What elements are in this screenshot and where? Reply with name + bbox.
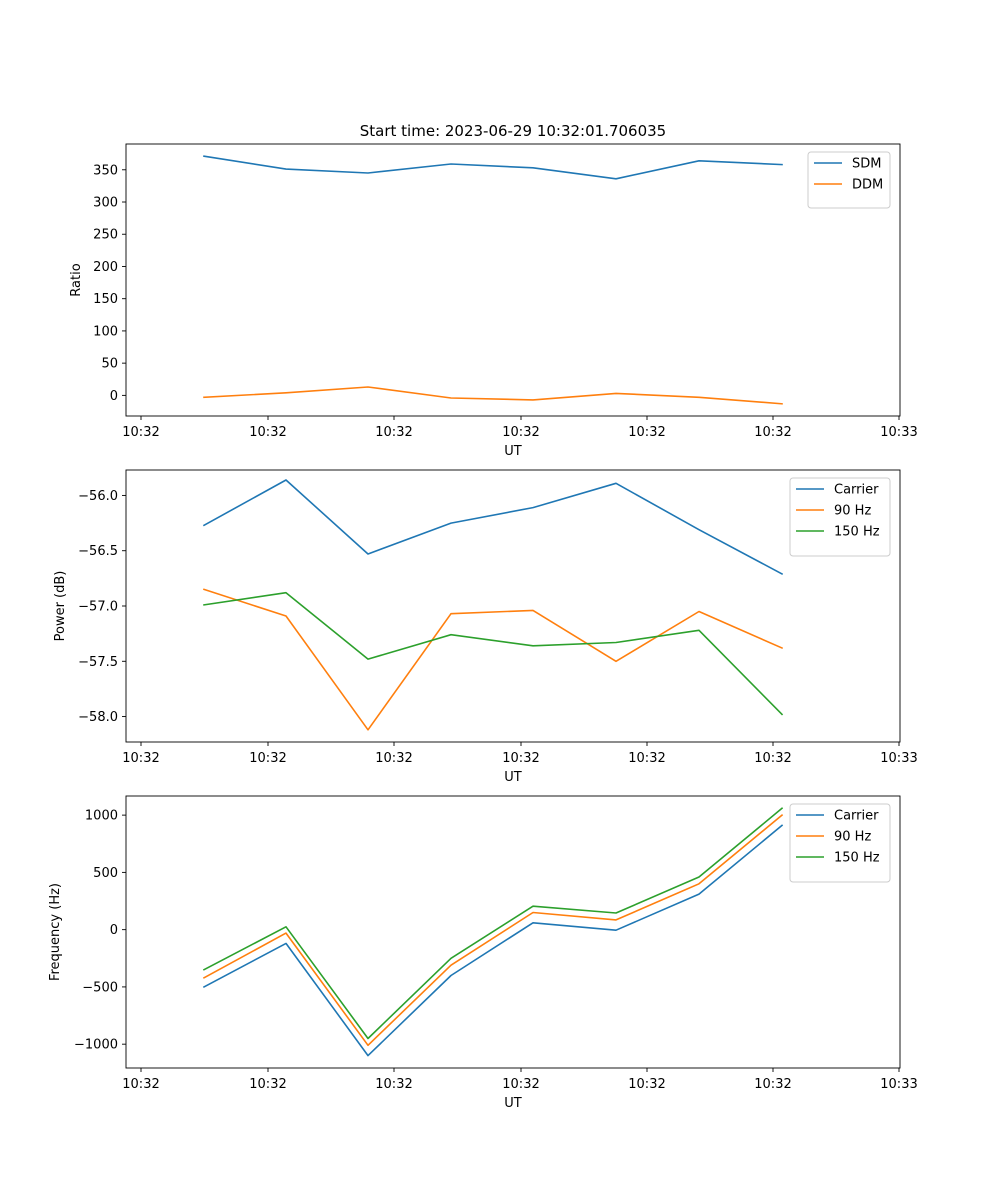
x-tick-label: 10:32 xyxy=(122,1077,159,1092)
x-tick-label: 10:32 xyxy=(375,751,412,766)
y-tick-label: 0 xyxy=(110,389,118,404)
x-tick-label: 10:32 xyxy=(249,1077,286,1092)
x-tick-label: 10:32 xyxy=(628,1077,665,1092)
x-tick-label: 10:32 xyxy=(502,1077,539,1092)
y-tick-label: −1000 xyxy=(74,1038,118,1053)
x-tick-label: 10:32 xyxy=(249,751,286,766)
y-axis-label: Frequency (Hz) xyxy=(48,883,63,981)
series-line-carrier xyxy=(202,824,784,1057)
x-tick-label: 10:32 xyxy=(375,425,412,440)
legend-box xyxy=(789,803,891,883)
x-tick-label: 10:32 xyxy=(375,1077,412,1092)
x-axis-label: UT xyxy=(504,444,522,459)
y-tick-label: −56.0 xyxy=(78,489,118,504)
y-tick-label: 350 xyxy=(93,163,118,178)
y-tick-label: 250 xyxy=(93,228,118,243)
legend-label: Carrier xyxy=(834,483,879,498)
series-line-carrier xyxy=(202,479,784,575)
axes-frame xyxy=(125,795,901,1069)
axes-frame xyxy=(125,143,901,417)
x-tick-label: 10:32 xyxy=(754,751,791,766)
legend-box xyxy=(789,477,891,557)
legend-label: 90 Hz xyxy=(834,504,871,519)
series-line-sdm xyxy=(203,155,783,180)
legend-box xyxy=(807,151,891,209)
y-tick-label: 500 xyxy=(93,866,118,881)
x-axis-label: UT xyxy=(504,770,522,785)
y-tick-label: −57.5 xyxy=(78,655,118,670)
series-line-ddm xyxy=(203,386,783,405)
x-tick-label: 10:32 xyxy=(754,425,791,440)
y-tick-label: 200 xyxy=(93,260,118,275)
y-tick-label: −58.0 xyxy=(78,710,118,725)
y-tick-label: 100 xyxy=(93,324,118,339)
x-tick-label: 10:32 xyxy=(122,751,159,766)
x-tick-label: 10:32 xyxy=(754,1077,791,1092)
x-tick-label: 10:33 xyxy=(880,751,917,766)
y-tick-label: 300 xyxy=(93,196,118,211)
y-tick-label: 1000 xyxy=(85,809,118,824)
legend-label: DDM xyxy=(852,178,883,193)
x-tick-label: 10:32 xyxy=(249,425,286,440)
x-tick-label: 10:32 xyxy=(628,751,665,766)
y-tick-label: −57.0 xyxy=(78,600,118,615)
series-line-90-hz xyxy=(202,813,784,1047)
x-tick-label: 10:32 xyxy=(122,425,159,440)
series-line-150-hz xyxy=(203,591,784,716)
x-tick-label: 10:33 xyxy=(880,425,917,440)
y-axis-label: Power (dB) xyxy=(53,571,68,642)
legend-label: 90 Hz xyxy=(834,830,871,845)
series-line-90-hz xyxy=(202,588,784,731)
y-tick-label: 50 xyxy=(101,357,118,372)
y-tick-label: −56.5 xyxy=(78,544,118,559)
y-tick-label: 0 xyxy=(110,923,118,938)
legend-label: 150 Hz xyxy=(834,525,880,540)
legend-label: 150 Hz xyxy=(834,851,880,866)
chart-title: Start time: 2023-06-29 10:32:01.706035 xyxy=(360,122,666,140)
y-axis-label: Ratio xyxy=(69,263,84,296)
x-tick-label: 10:32 xyxy=(502,751,539,766)
x-tick-label: 10:33 xyxy=(880,1077,917,1092)
legend-label: SDM xyxy=(852,157,881,172)
series-line-150-hz xyxy=(202,807,784,1040)
y-tick-label: −500 xyxy=(82,980,118,995)
y-tick-label: 150 xyxy=(93,292,118,307)
x-axis-label: UT xyxy=(504,1096,522,1111)
legend-label: Carrier xyxy=(834,809,879,824)
x-tick-label: 10:32 xyxy=(502,425,539,440)
x-tick-label: 10:32 xyxy=(628,425,665,440)
